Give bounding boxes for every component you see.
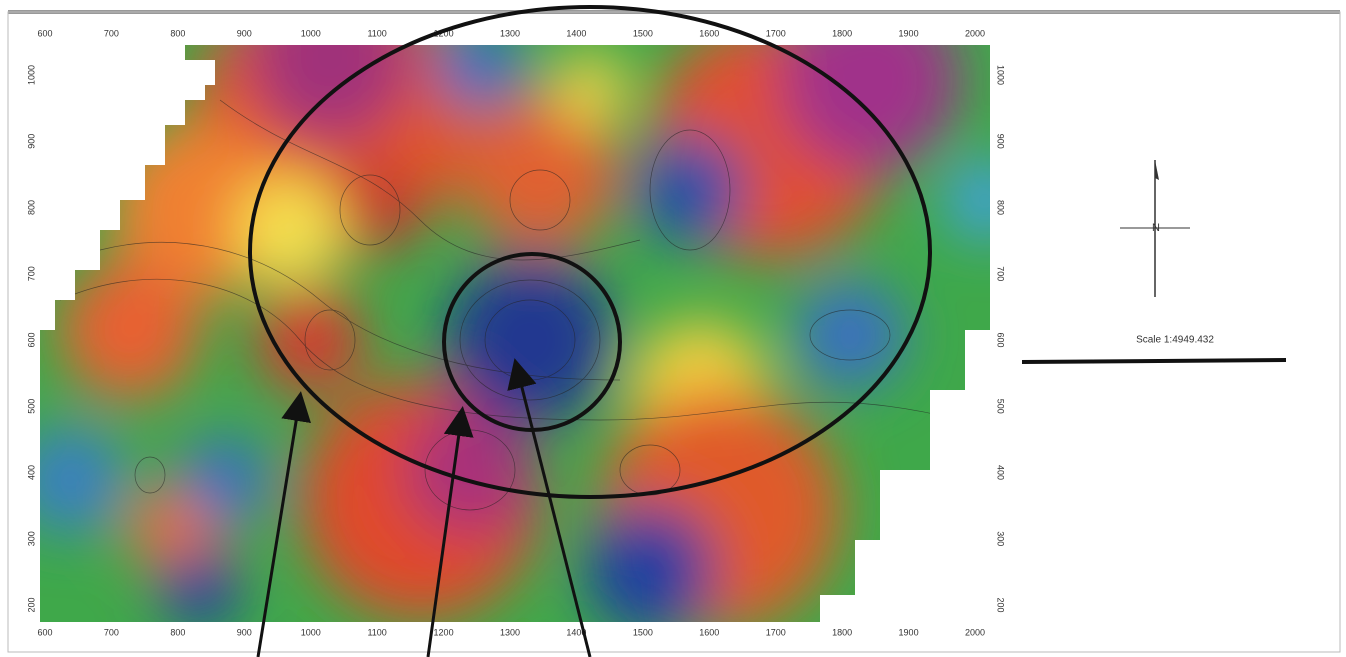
x-tick-label-top: 1600 bbox=[699, 28, 719, 38]
x-tick-label-top: 800 bbox=[170, 28, 185, 38]
y-tick-label-left: 900 bbox=[26, 134, 36, 149]
x-tick-label-top: 1500 bbox=[633, 28, 653, 38]
x-tick-label-bottom: 1600 bbox=[699, 627, 719, 637]
x-tick-label-top: 900 bbox=[237, 28, 252, 38]
x-tick-label-top: 1900 bbox=[899, 28, 919, 38]
x-tick-label-bottom: 600 bbox=[37, 627, 52, 637]
y-tick-label-right: 1000 bbox=[996, 65, 1006, 85]
x-tick-label-bottom: 1000 bbox=[301, 627, 321, 637]
x-tick-label-bottom: 1900 bbox=[899, 627, 919, 637]
x-tick-label-top: 1100 bbox=[367, 28, 386, 38]
x-tick-label-bottom: 1200 bbox=[434, 627, 454, 637]
y-tick-label-right: 400 bbox=[996, 465, 1006, 480]
x-tick-label-bottom: 1100 bbox=[367, 627, 386, 637]
y-tick-label-left: 500 bbox=[26, 399, 36, 414]
x-tick-label-bottom: 1500 bbox=[633, 627, 653, 637]
page: 600 600 700 700 800 800 900 900 1000 1000 1100 1100… bbox=[0, 0, 1346, 657]
x-tick-label-bottom: 700 bbox=[104, 627, 119, 637]
y-tick-label-left: 200 bbox=[26, 597, 36, 612]
x-tick-label-bottom: 2000 bbox=[965, 627, 985, 637]
x-tick-label-bottom: 1700 bbox=[766, 627, 786, 637]
figure: 600 600 700 700 800 800 900 900 1000 1000 1100 1100… bbox=[0, 0, 1346, 657]
x-tick-label-top: 600 bbox=[37, 28, 52, 38]
y-tick-label-left: 700 bbox=[26, 266, 36, 281]
y-tick-label-right: 900 bbox=[996, 134, 1006, 149]
x-tick-label-top: 1700 bbox=[766, 28, 786, 38]
y-tick-label-left: 300 bbox=[26, 531, 36, 546]
x-tick-label-top: 1800 bbox=[832, 28, 852, 38]
scale-label: Scale 1:4949.432 bbox=[1136, 335, 1214, 346]
y-tick-label-right: 200 bbox=[996, 597, 1006, 612]
x-tick-label-top: 1300 bbox=[500, 28, 520, 38]
y-tick-label-right: 700 bbox=[996, 266, 1006, 281]
x-tick-label-top: 700 bbox=[104, 28, 119, 38]
north-label: N bbox=[1152, 222, 1160, 234]
x-tick-label-bottom: 800 bbox=[170, 627, 185, 637]
y-tick-label-right: 800 bbox=[996, 200, 1006, 215]
x-tick-label-bottom: 1300 bbox=[500, 627, 520, 637]
x-tick-label-bottom: 900 bbox=[237, 627, 252, 637]
y-tick-label-right: 600 bbox=[996, 332, 1006, 347]
x-tick-label-top: 1000 bbox=[301, 28, 321, 38]
y-tick-label-left: 600 bbox=[26, 332, 36, 347]
y-tick-label-right: 500 bbox=[996, 399, 1006, 414]
y-tick-label-left: 1000 bbox=[26, 65, 36, 85]
y-tick-label-right: 300 bbox=[996, 531, 1006, 546]
x-tick-label-top: 2000 bbox=[965, 28, 985, 38]
y-tick-label-left: 800 bbox=[26, 200, 36, 215]
y-tick-label-left: 400 bbox=[26, 465, 36, 480]
x-tick-label-bottom: 1800 bbox=[832, 627, 852, 637]
scale-bar bbox=[1022, 360, 1286, 362]
x-tick-label-top: 1400 bbox=[566, 28, 586, 38]
